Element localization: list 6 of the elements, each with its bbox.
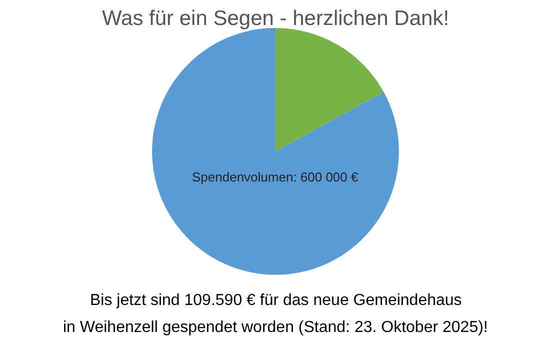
- slice-label: Spendenvolumen: 600 000 €: [192, 169, 360, 184]
- text: Bis jetzt sind 109.590 € für das neue Gemeindehaus: [90, 292, 462, 309]
- pie-slice: [152, 28, 399, 275]
- chart-title: Was für ein Segen - herzlichen Dank!: [102, 7, 450, 30]
- text: in Weihenzell gespendet worden (Stand: 23. Oktober 2025)!: [63, 319, 488, 336]
- pie-slice: [276, 28, 384, 152]
